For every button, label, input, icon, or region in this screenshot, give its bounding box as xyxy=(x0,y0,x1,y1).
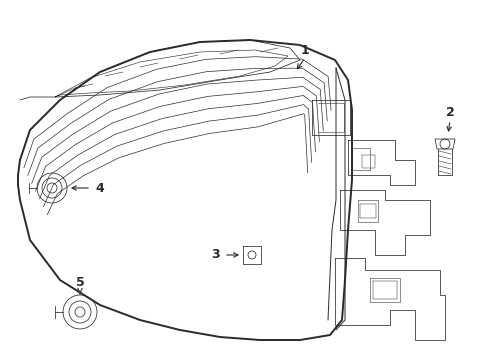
Text: 1: 1 xyxy=(301,44,309,57)
Text: 3: 3 xyxy=(211,248,220,261)
Text: 5: 5 xyxy=(75,276,84,289)
Text: 4: 4 xyxy=(95,181,104,194)
Text: 2: 2 xyxy=(445,105,454,118)
